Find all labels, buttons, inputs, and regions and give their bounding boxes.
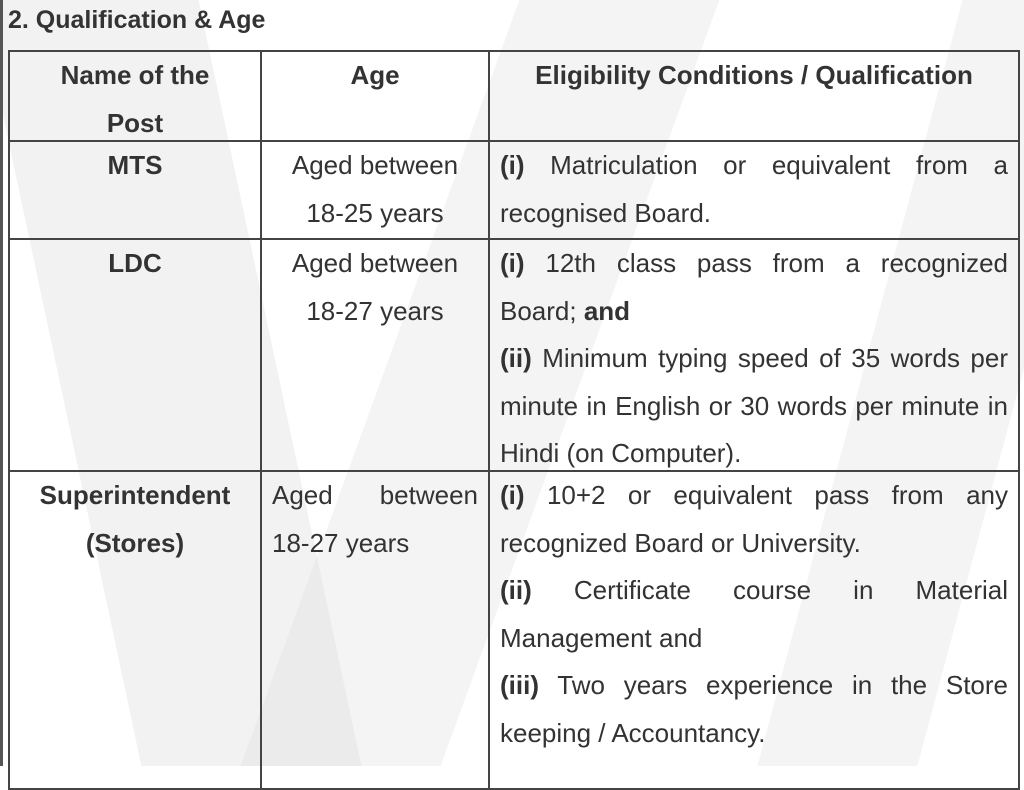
header-conditions: Eligibility Conditions / Qualification	[488, 50, 1020, 142]
cell-post: MTS	[8, 140, 262, 240]
condition-item: (i) Matriculation or equivalent from a r…	[500, 150, 1008, 228]
qualification-table: Name of the Post Age Eligibility Conditi…	[8, 50, 1020, 790]
cell-age: Aged between 18-27 years	[260, 470, 490, 790]
section-title: 2. Qualification & Age	[8, 6, 266, 34]
condition-item: (i) 12th class pass from a recognized Bo…	[500, 248, 1008, 326]
cell-age: Aged between 18-25 years	[260, 140, 490, 240]
cell-conditions: (i) Matriculation or equivalent from a r…	[488, 140, 1020, 240]
cell-conditions: (i) 10+2 or equivalent pass from any rec…	[488, 470, 1020, 790]
condition-item: (ii) Minimum typing speed of 35 words pe…	[500, 343, 1008, 468]
cell-age: Aged between 18-27 years	[260, 238, 490, 472]
cell-post: Superintendent (Stores)	[8, 470, 262, 790]
cell-post: LDC	[8, 238, 262, 472]
header-age: Age	[260, 50, 490, 142]
page-edge	[0, 0, 3, 766]
condition-item: (i) 10+2 or equivalent pass from any rec…	[500, 480, 1008, 558]
header-post: Name of the Post	[8, 50, 262, 142]
condition-item: (iii) Two years experience in the Store …	[500, 670, 1008, 748]
cell-conditions: (i) 12th class pass from a recognized Bo…	[488, 238, 1020, 472]
condition-item: (ii) Certificate course in Material Mana…	[500, 575, 1008, 653]
